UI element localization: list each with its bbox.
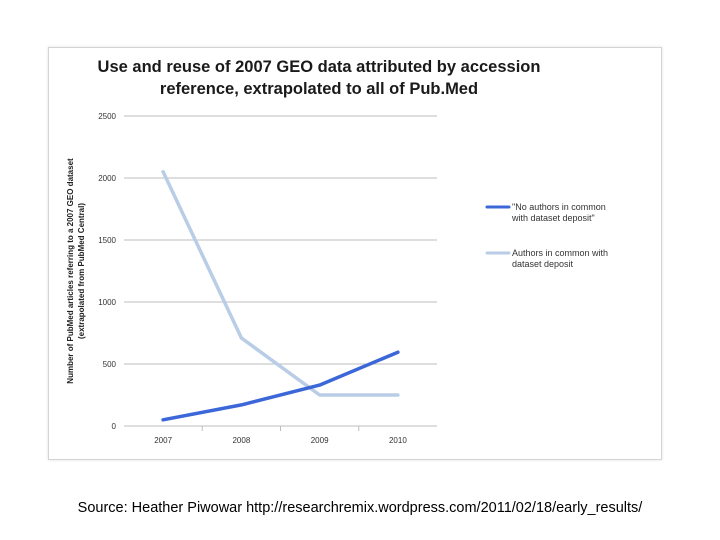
x-tick-label: 2009 <box>311 436 329 445</box>
x-tick-label: 2010 <box>389 436 407 445</box>
series-line-2 <box>161 170 400 397</box>
source-caption: Source: Heather Piwowar http://researchr… <box>77 500 643 516</box>
y-axis-label-line-1: Number of PubMed articles referring to a… <box>66 158 75 384</box>
x-tick-label: 2007 <box>154 436 172 445</box>
series-line-1 <box>161 350 400 422</box>
y-tick-label: 500 <box>103 360 117 369</box>
y-tick-labels: 0 500 1000 1500 2000 2500 <box>98 112 116 431</box>
y-axis-label: Number of PubMed articles referring to a… <box>66 158 86 384</box>
y-tick-label: 1500 <box>98 236 116 245</box>
chart-title-line-2: reference, extrapolated to all of Pub.Me… <box>160 80 478 98</box>
legend-label-1: "No authors in common <box>512 202 606 212</box>
chart-title-line-1: Use and reuse of 2007 GEO data attribute… <box>98 58 541 76</box>
y-tick-label: 0 <box>112 422 117 431</box>
series-lines <box>161 170 400 422</box>
y-tick-label: 1000 <box>98 298 116 307</box>
x-tick-label: 2008 <box>232 436 250 445</box>
y-axis-label-line-2: (extrapolated from PubMed Central) <box>77 203 86 339</box>
x-tick-labels: 2007 2008 2009 2010 <box>154 436 407 445</box>
legend-label-2: Authors in common with <box>512 248 608 258</box>
chart-title: Use and reuse of 2007 GEO data attribute… <box>98 58 541 98</box>
y-tick-label: 2000 <box>98 174 116 183</box>
line-chart: Use and reuse of 2007 GEO data attribute… <box>66 58 608 445</box>
gridlines <box>124 115 437 431</box>
legend-label-2: dataset deposit <box>512 259 574 269</box>
y-tick-label: 2500 <box>98 112 116 121</box>
legend-label-1: with dataset deposit" <box>511 213 595 223</box>
chart-frame: Use and reuse of 2007 GEO data attribute… <box>48 47 662 460</box>
